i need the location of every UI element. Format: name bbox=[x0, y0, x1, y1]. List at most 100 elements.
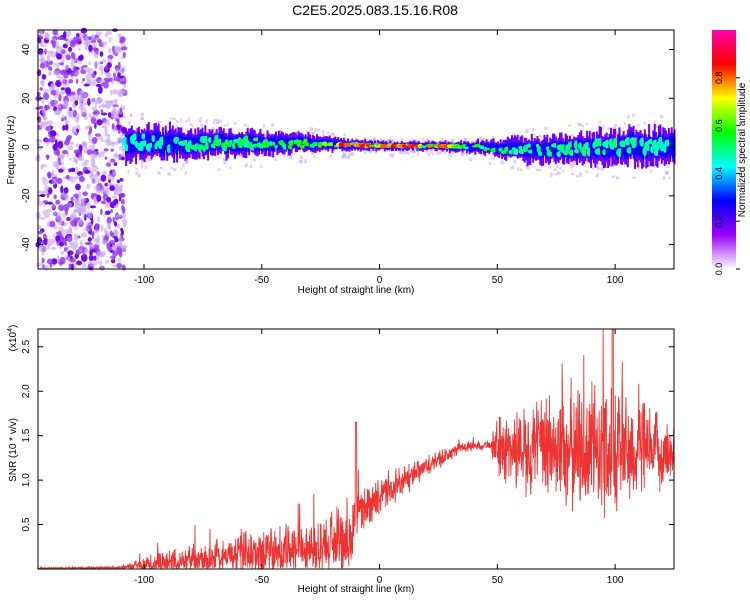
ridge-cell bbox=[221, 133, 224, 151]
ridge-cell bbox=[571, 142, 574, 157]
noise-blob bbox=[102, 170, 108, 175]
noise-blob bbox=[82, 141, 88, 147]
spectral-speckle bbox=[322, 130, 324, 133]
ridge-cell bbox=[532, 144, 535, 158]
noise-blob bbox=[51, 169, 55, 176]
spectrogram-x-ticks: -100 -50 0 50 100 bbox=[134, 30, 624, 286]
noise-blob bbox=[48, 220, 56, 228]
spectral-speckle bbox=[469, 157, 473, 162]
noise-blob bbox=[99, 61, 104, 65]
noise-blob bbox=[48, 72, 52, 76]
noise-blob bbox=[40, 261, 44, 268]
snr-y-ticks: 0.5 1.0 1.5 2.0 2.5 bbox=[21, 339, 674, 532]
noise-blob bbox=[65, 87, 72, 95]
noise-blob bbox=[64, 100, 69, 107]
noise-blob bbox=[119, 178, 124, 182]
noise-blob bbox=[56, 53, 63, 60]
ridge-cell bbox=[492, 143, 495, 151]
noise-blob bbox=[76, 112, 80, 121]
spectral-speckle bbox=[546, 160, 549, 163]
noise-blob bbox=[69, 176, 76, 183]
noise-blob bbox=[71, 125, 77, 132]
spectral-speckle bbox=[381, 138, 383, 142]
noise-blob bbox=[104, 201, 111, 209]
ridge-cell bbox=[154, 129, 157, 151]
noise-blob bbox=[56, 148, 61, 157]
ridge-cell bbox=[597, 138, 600, 158]
ridge-cell bbox=[176, 136, 179, 155]
noise-blob bbox=[75, 260, 83, 266]
noise-blob bbox=[94, 223, 100, 229]
ridge-cell bbox=[308, 137, 311, 148]
spectral-speckle bbox=[313, 127, 317, 132]
noise-blob bbox=[65, 30, 72, 38]
spectral-speckle bbox=[218, 156, 220, 160]
snr-ylabel: SNR (10 * v/v) bbox=[8, 418, 19, 482]
noise-blob bbox=[72, 198, 79, 202]
noise-blob bbox=[106, 62, 112, 69]
noise-blob bbox=[121, 205, 124, 210]
spectral-speckle bbox=[245, 162, 248, 167]
noise-blob bbox=[100, 224, 104, 232]
spectral-speckle bbox=[412, 148, 415, 153]
ridge-cell bbox=[537, 151, 544, 157]
noise-blob bbox=[64, 241, 67, 247]
noise-blob bbox=[113, 162, 118, 166]
spectral-speckle bbox=[136, 152, 140, 157]
noise-blob bbox=[104, 156, 108, 160]
noise-blob bbox=[62, 124, 66, 131]
noise-blob bbox=[114, 237, 119, 243]
noise-blob bbox=[84, 45, 88, 51]
noise-blob bbox=[80, 69, 87, 75]
spectral-speckle bbox=[224, 129, 226, 133]
spectral-speckle bbox=[346, 155, 350, 160]
ridge-cell bbox=[126, 135, 129, 154]
noise-blob bbox=[90, 34, 96, 42]
noise-blob bbox=[97, 85, 103, 94]
noise-blob bbox=[58, 154, 65, 158]
noise-blob bbox=[103, 213, 107, 218]
noise-blob bbox=[63, 71, 69, 79]
noise-blob bbox=[119, 185, 123, 192]
noise-blob bbox=[103, 81, 109, 89]
spectral-speckle bbox=[401, 141, 405, 145]
ridge-cell bbox=[284, 137, 287, 149]
noise-blob bbox=[46, 50, 53, 55]
spectral-speckle bbox=[157, 171, 161, 175]
spectral-speckle bbox=[390, 139, 393, 144]
noise-blob bbox=[96, 119, 103, 126]
noise-blob bbox=[78, 98, 82, 105]
ridge-cell bbox=[202, 137, 205, 152]
spectral-speckle bbox=[520, 168, 523, 172]
noise-blob bbox=[49, 60, 53, 66]
noise-blob bbox=[46, 221, 51, 227]
noise-blob bbox=[60, 250, 65, 255]
ridge-cell bbox=[496, 144, 499, 154]
ridge-cell bbox=[137, 131, 140, 151]
spectral-speckle bbox=[311, 131, 315, 134]
noise-blob bbox=[78, 248, 83, 253]
spectral-speckle bbox=[460, 138, 464, 142]
noise-blob bbox=[42, 209, 46, 215]
noise-blob bbox=[42, 200, 49, 204]
ridge-cell bbox=[332, 140, 335, 148]
noise-blob bbox=[52, 176, 58, 180]
noise-blob bbox=[70, 72, 75, 77]
spectral-speckle bbox=[587, 134, 590, 138]
noise-blob bbox=[102, 43, 105, 49]
ridge-cell bbox=[127, 134, 130, 153]
ridge-cell bbox=[235, 135, 238, 153]
noise-blob bbox=[120, 227, 124, 232]
noise-blob bbox=[106, 216, 112, 224]
ridge-cell bbox=[252, 134, 255, 150]
noise-blob bbox=[118, 75, 125, 79]
spectral-speckle bbox=[305, 130, 308, 135]
noise-blob bbox=[78, 144, 83, 153]
noise-blob bbox=[96, 234, 100, 242]
spectral-speckle bbox=[576, 175, 580, 178]
noise-blob bbox=[91, 178, 97, 185]
spectral-speckle bbox=[569, 163, 572, 166]
noise-blob bbox=[44, 185, 50, 191]
ridge-cell bbox=[249, 133, 252, 149]
spectral-speckle bbox=[570, 133, 574, 137]
